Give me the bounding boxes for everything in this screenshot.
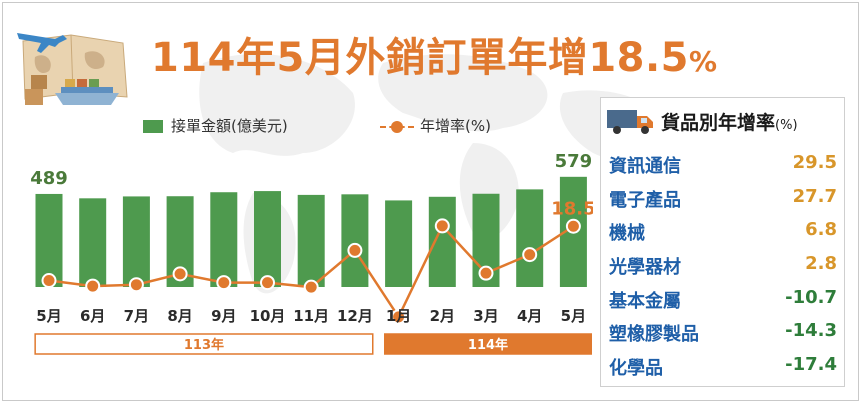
growth-point xyxy=(565,218,581,234)
boxes-icon xyxy=(25,75,47,105)
growth-point xyxy=(434,218,450,234)
x-tick-label: 8月 xyxy=(167,307,192,325)
x-tick-label: 3月 xyxy=(473,307,498,325)
product-name: 光學器材 xyxy=(609,257,681,279)
year-band xyxy=(34,333,374,355)
product-name: 資訊通信 xyxy=(609,156,681,177)
product-name: 塑橡膠製品 xyxy=(609,324,699,346)
x-tick-label: 2月 xyxy=(430,307,455,325)
growth-point xyxy=(391,309,407,325)
bar xyxy=(297,194,325,287)
legend-item-bars: 接單金額(億美元) xyxy=(143,115,288,136)
combo-chart: 489 579 18.5 5月 6月 7月 8月 9月 10月 11月 12月 1月 2月 3月 4月 5月 1… xyxy=(30,151,593,355)
product-row: 電子產品 27.7 xyxy=(609,182,837,216)
growth-point xyxy=(41,273,57,288)
title-percent-sign: % xyxy=(689,45,718,78)
growth-point xyxy=(260,275,275,291)
product-growth-value: -14.3 xyxy=(785,320,837,342)
data-label: 579 xyxy=(555,151,593,172)
product-row: 機械 6.8 xyxy=(609,215,837,249)
product-growth-value: 27.7 xyxy=(792,185,837,207)
product-name: 機械 xyxy=(609,223,645,245)
x-tick-label: 10月 xyxy=(250,307,286,325)
x-tick-label: 5月 xyxy=(36,307,61,325)
x-tick-label: 12月 xyxy=(337,307,373,325)
x-tick-label: 11月 xyxy=(293,307,329,325)
product-row: 化學品 -17.4 xyxy=(609,350,837,384)
cargo-ship-icon xyxy=(55,79,119,105)
product-row: 塑橡膠製品 -14.3 xyxy=(609,316,837,350)
growth-point xyxy=(128,277,144,293)
growth-point xyxy=(522,247,538,263)
bar xyxy=(341,194,369,287)
airplane-icon xyxy=(17,33,67,53)
legend-line-label: 年增率(%) xyxy=(420,117,491,135)
year-band-label: 113年 xyxy=(184,337,224,353)
product-row: 基本金屬 -10.7 xyxy=(609,283,837,317)
growth-point xyxy=(216,275,232,291)
bar xyxy=(122,196,150,287)
product-name: 基本金屬 xyxy=(609,290,681,312)
bar xyxy=(428,196,456,287)
line-swatch-icon xyxy=(380,120,414,134)
panel-title-unit: (%) xyxy=(775,118,798,133)
trade-illustration xyxy=(17,33,128,105)
growth-point xyxy=(172,266,188,282)
legend-item-line: 年增率(%) xyxy=(380,115,491,136)
page-title: 114年5月外銷訂單年增18.5% xyxy=(151,25,718,83)
data-label: 18.5 xyxy=(551,198,593,219)
bar xyxy=(385,200,413,287)
product-name: 電子產品 xyxy=(609,189,681,211)
product-name: 化學品 xyxy=(609,358,663,380)
legend-bar-label: 接單金額(億美元) xyxy=(171,117,288,135)
truck-icon xyxy=(607,110,653,134)
product-growth-value: 6.8 xyxy=(805,219,837,241)
x-tick-label: 6月 xyxy=(80,307,105,325)
year-band xyxy=(384,333,592,355)
x-tick-label: 5月 xyxy=(561,307,586,325)
bar-swatch-icon xyxy=(143,120,163,133)
product-growth-value: -17.4 xyxy=(785,354,837,376)
title-text: 114年5月外銷訂單年增18.5 xyxy=(151,35,690,81)
growth-point xyxy=(347,242,363,258)
bar xyxy=(35,193,63,287)
panel-title: 貨品別年增率(%) xyxy=(661,108,798,135)
data-label: 489 xyxy=(30,168,68,189)
panel-title-text: 貨品別年增率 xyxy=(661,112,776,134)
x-tick-label: 9月 xyxy=(211,307,236,325)
bar xyxy=(254,191,281,287)
product-growth-value: -10.7 xyxy=(785,286,837,308)
growth-point xyxy=(85,278,101,294)
product-growth-value: 29.5 xyxy=(792,152,837,173)
product-growth-value: 2.8 xyxy=(805,253,837,275)
bar xyxy=(79,198,107,287)
growth-point xyxy=(478,265,494,281)
product-row: 光學器材 2.8 xyxy=(609,249,837,283)
product-growth-panel: 貨品別年增率(%) 資訊通信 29.5 電子產品 27.7 機械 6.8 光學器材 2.8 基本… xyxy=(600,97,845,387)
bar xyxy=(210,192,238,287)
x-tick-label: 4月 xyxy=(517,307,542,325)
product-list: 資訊通信 29.5 電子產品 27.7 機械 6.8 光學器材 2.8 基本金屬 -10.7 塑橡膠… xyxy=(609,148,837,384)
year-band-label: 114年 xyxy=(468,337,508,353)
x-tick-label: 1月 xyxy=(386,307,411,325)
product-row: 資訊通信 29.5 xyxy=(609,148,837,182)
growth-point xyxy=(303,279,319,295)
x-tick-label: 7月 xyxy=(124,307,149,325)
bar xyxy=(516,189,544,287)
